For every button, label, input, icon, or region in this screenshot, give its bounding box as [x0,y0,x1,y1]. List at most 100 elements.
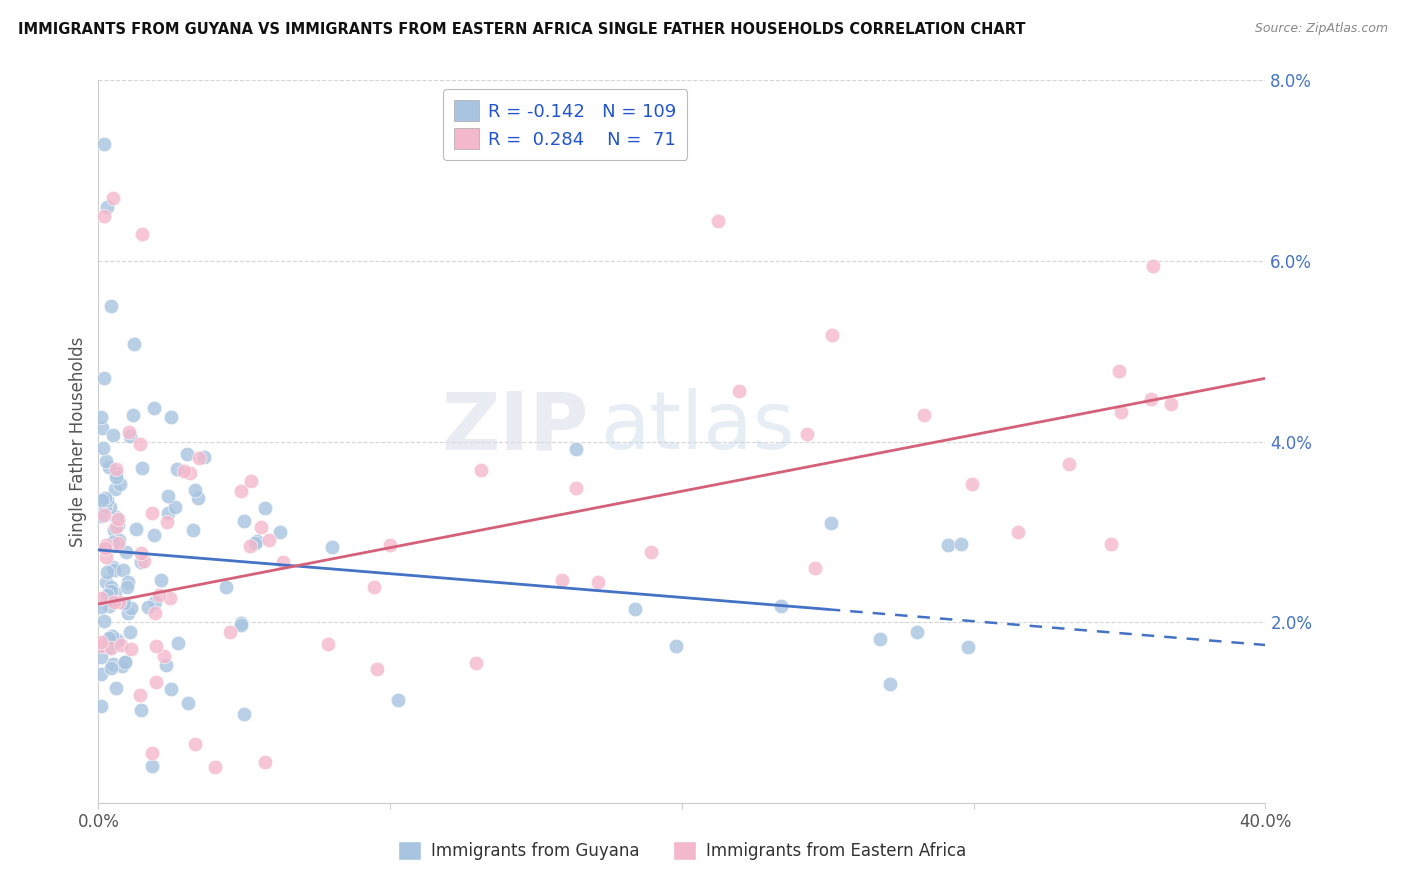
Point [321,541,343,555]
Point [101,535,124,549]
Point [564,442,586,457]
Point [1139,392,1161,406]
Point [100,299,122,313]
Point [97,631,120,645]
Point [1099,537,1122,551]
Point [229,483,252,498]
Point [187,491,209,506]
Point [114,655,136,669]
Point [114,655,136,669]
Point [229,618,252,632]
Point [93,209,115,223]
Point [957,640,980,654]
Point [183,737,205,751]
Point [98,640,121,654]
Point [728,384,751,398]
Point [107,511,129,525]
Point [166,636,188,650]
Point [269,525,291,540]
Point [143,528,166,542]
Point [149,573,172,587]
Point [121,408,143,422]
Point [108,533,131,547]
Point [131,555,153,569]
Point [204,760,226,774]
Point [470,462,492,476]
Point [1160,397,1182,411]
Point [108,476,131,491]
Point [177,696,200,710]
Point [905,624,928,639]
Point [869,632,891,647]
Text: atlas: atlas [600,388,794,467]
Point [253,500,276,515]
Point [100,641,122,656]
Point [141,746,163,760]
Point [879,676,901,690]
Point [156,489,179,503]
Point [117,580,139,594]
Point [193,450,215,464]
Point [129,703,152,717]
Point [166,462,188,476]
Point [233,706,256,721]
Point [94,538,117,552]
Point [105,510,128,524]
Point [129,688,152,702]
Point [107,595,129,609]
Point [93,508,115,522]
Point [821,327,844,342]
Point [104,461,127,475]
Point [103,428,125,442]
Point [96,565,118,579]
Point [820,516,842,531]
Point [118,429,141,443]
Point [96,550,118,565]
Point [239,474,262,488]
Point [96,493,118,508]
Point [120,601,142,615]
Point [665,639,688,653]
Point [239,539,262,553]
Point [101,191,124,205]
Point [110,638,132,652]
Point [1142,259,1164,273]
Point [163,500,186,514]
Legend: Immigrants from Guyana, Immigrants from Eastern Africa: Immigrants from Guyana, Immigrants from … [391,834,973,867]
Point [101,560,124,574]
Point [229,616,252,631]
Point [250,520,273,534]
Point [100,661,122,675]
Point [90,410,112,425]
Point [90,649,112,664]
Point [160,409,183,424]
Point [118,425,141,439]
Point [94,541,117,556]
Point [950,537,973,551]
Point [143,595,166,609]
Point [912,408,935,422]
Point [90,591,112,605]
Point [188,451,211,466]
Point [101,539,124,553]
Point [103,564,125,578]
Point [136,600,159,615]
Point [706,214,728,228]
Point [464,657,486,671]
Point [218,625,240,640]
Point [107,517,129,532]
Point [121,641,143,656]
Point [112,597,135,611]
Point [100,583,122,598]
Point [98,500,121,515]
Point [179,467,201,481]
Point [117,606,139,620]
Point [387,693,409,707]
Point [104,482,127,496]
Point [90,492,112,507]
Point [90,635,112,649]
Point [90,508,112,523]
Point [104,467,127,481]
Point [101,657,124,672]
Point [271,555,294,569]
